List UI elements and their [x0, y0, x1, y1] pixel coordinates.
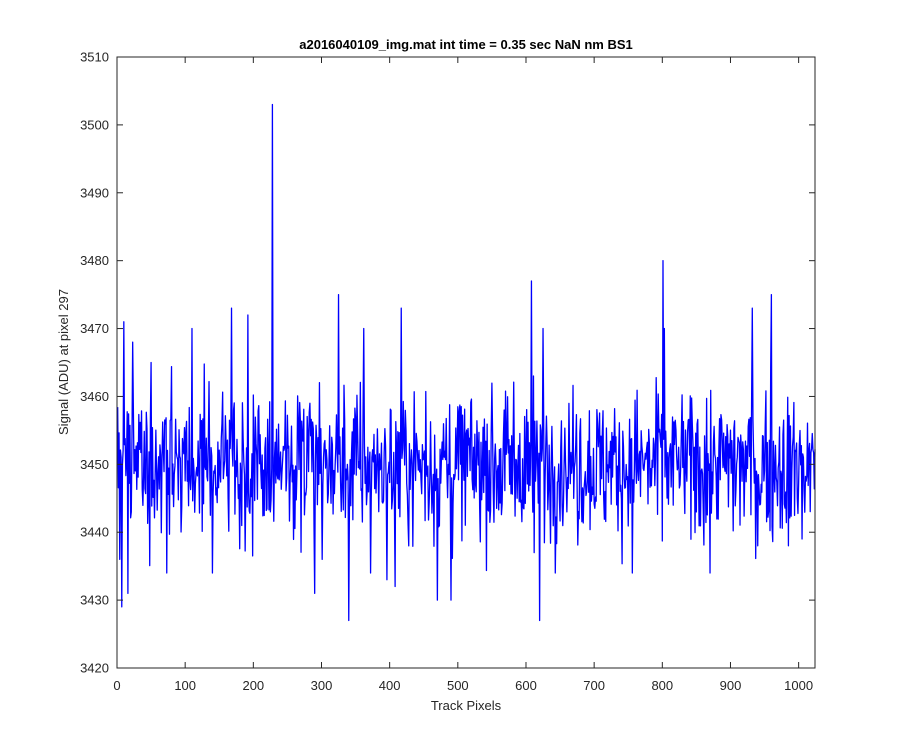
chart-title: a2016040109_img.mat int time = 0.35 sec …	[299, 37, 633, 52]
y-tick-label: 3510	[80, 50, 109, 65]
x-tick-label: 400	[379, 678, 401, 693]
x-tick-label: 800	[651, 678, 673, 693]
x-tick-label: 700	[583, 678, 605, 693]
x-tick-label: 500	[447, 678, 469, 693]
x-tick-label: 100	[174, 678, 196, 693]
x-tick-label: 600	[515, 678, 537, 693]
x-axis-ticks: 0 100 200 300 400 500 600 700 800 900 1000	[113, 57, 813, 693]
axes-box	[116, 56, 816, 669]
y-axis-label: Signal (ADU) at pixel 297	[56, 289, 71, 435]
x-axis-label: Track Pixels	[431, 698, 502, 713]
x-tick-label: 900	[720, 678, 742, 693]
axes-background	[117, 57, 815, 668]
y-tick-label: 3440	[80, 525, 109, 540]
y-axis-ticks: 3420 3430 3440 3450 3460 3470 3480 3490 3500 3510	[80, 50, 815, 676]
y-tick-label: 3430	[80, 593, 109, 608]
y-tick-label: 3470	[80, 321, 109, 336]
y-tick-label: 3490	[80, 185, 109, 200]
series-line	[117, 103, 816, 622]
x-tick-label: 200	[242, 678, 264, 693]
y-tick-label: 3460	[80, 389, 109, 404]
y-tick-label: 3500	[80, 117, 109, 132]
x-tick-label: 300	[311, 678, 333, 693]
x-tick-label: 0	[113, 678, 120, 693]
y-tick-label: 3450	[80, 457, 109, 472]
y-tick-label: 3420	[80, 661, 109, 676]
plot-area: 0 100 200 300 400 500 600 700 800 900 1000 3420 343…	[80, 50, 816, 693]
x-tick-label: 1000	[784, 678, 813, 693]
y-tick-label: 3480	[80, 253, 109, 268]
